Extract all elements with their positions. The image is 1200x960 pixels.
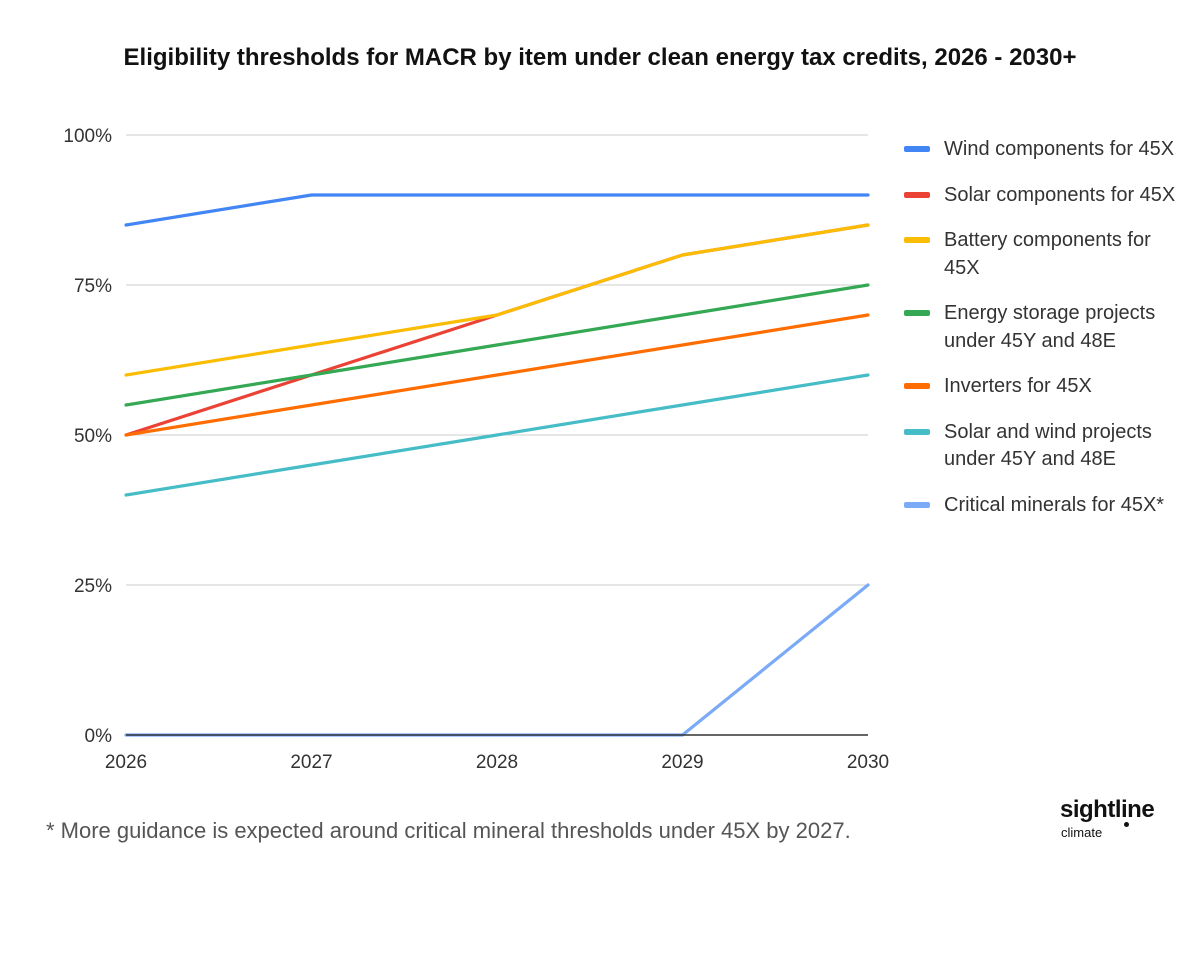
legend-swatch [904,383,930,389]
series-line [124,583,870,737]
y-tick-label: 100% [63,126,112,147]
series-line [124,223,870,437]
y-tick-label: 0% [85,726,113,747]
logo-main-text: sightline [1060,796,1155,823]
legend-swatch [904,237,930,243]
logo-sub-text: climate [1061,825,1103,840]
axes: 0% 25% 50% 75% 100% 2026 2027 2028 2029 2030 [63,126,889,773]
footnote: * More guidance is expected around criti… [46,818,851,843]
y-tick-label: 50% [74,426,112,447]
legend-entry: Critical minerals for 45X* [904,492,1184,520]
legend-label: Wind components for 45X [944,138,1175,160]
y-tick-label: 75% [74,276,112,297]
x-tick-label: 2026 [105,752,147,773]
legend-entry: Wind components for 45X [904,136,1184,164]
legend-entry: Energy storage projects under 45Y and 48… [904,300,1184,355]
legend-label: Energy storage projects under 45Y and 48… [944,302,1156,352]
legend-entry: Solar and wind projects under 45Y and 48… [904,419,1184,474]
logo-dot [1124,822,1129,827]
x-tick-label: 2027 [290,752,332,773]
series-line [124,193,870,227]
x-tick-label: 2030 [847,752,889,773]
legend-swatch [904,310,930,316]
series-lines [124,193,870,737]
chart-legend: Wind components for 45X Solar components … [904,136,1184,537]
legend-swatch [904,191,930,198]
legend-label: Solar and wind projects under 45Y and 48… [944,420,1152,471]
y-tick-label: 25% [74,576,112,597]
series-line [124,223,870,377]
legend-entry: Solar components for 45X [904,182,1184,210]
legend-label: Battery components for 45X [944,229,1151,279]
x-tick-label: 2028 [476,752,518,773]
chart-title: Eligibility thresholds for MACR by item … [123,44,1077,71]
legend-swatch [904,146,930,152]
series-line [124,373,870,497]
series-line [124,313,870,437]
legend-swatch [904,428,930,435]
legend-entry: Battery components for 45X [904,227,1184,282]
legend-swatch [904,501,930,508]
x-tick-label: 2029 [661,752,703,773]
legend-label: Solar components for 45X [944,183,1176,206]
sightline-climate-logo: sightline climate [1060,796,1170,846]
legend-label: Inverters for 45X [944,375,1092,397]
series-line [124,283,870,407]
legend-entry: Inverters for 45X [904,373,1184,401]
grid-lines [126,134,868,586]
legend-label: Critical minerals for 45X* [944,493,1165,516]
